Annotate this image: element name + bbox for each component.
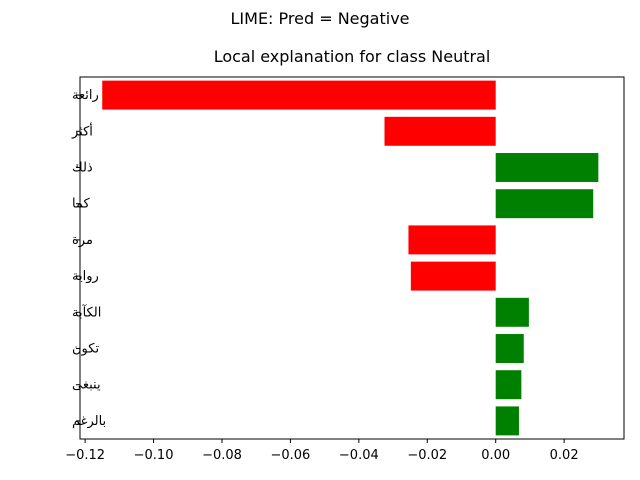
- y-ticks-group: رائعة أكثر ذلك كما مرة رواية الكآبة تكون ينبغى با…: [71, 88, 106, 429]
- bar-4: [408, 225, 496, 255]
- bar-8: [495, 370, 522, 400]
- bars-group: [102, 80, 599, 436]
- y-tick-label: ذلك: [72, 161, 93, 176]
- x-ticks-group: −0.12 −0.10 −0.08 −0.06 −0.04 −0.02 0.00 0.02: [65, 439, 579, 463]
- bar-6: [495, 297, 529, 327]
- bar-9: [495, 406, 519, 436]
- bar-0: [102, 80, 496, 110]
- y-tick-label: بالرغم: [72, 414, 106, 429]
- chart-title: Local explanation for class Neutral: [214, 47, 491, 66]
- x-tick-label: −0.04: [339, 448, 379, 463]
- y-tick-label: رائعة: [72, 88, 99, 103]
- y-tick-label: أكثر: [71, 122, 93, 139]
- y-tick-label: رواية: [72, 269, 99, 284]
- bar-2: [495, 153, 599, 182]
- bar-5: [410, 261, 496, 291]
- y-tick-label: تكون: [72, 342, 99, 357]
- x-tick-label: 0.02: [550, 448, 579, 463]
- y-tick-label: الكآبة: [72, 303, 101, 320]
- x-tick-label: −0.08: [202, 448, 242, 463]
- y-tick-label: ينبغى: [72, 378, 101, 393]
- chart-suptitle: LIME: Pred = Negative: [231, 9, 410, 28]
- x-tick-label: −0.06: [270, 448, 310, 463]
- x-tick-label: −0.10: [134, 448, 174, 463]
- plot-frame: [79, 76, 625, 440]
- x-tick-label: 0.00: [481, 448, 510, 463]
- bar-3: [495, 189, 594, 219]
- x-tick-label: −0.12: [65, 448, 105, 463]
- y-tick-label: كما: [72, 197, 90, 212]
- x-tick-label: −0.02: [407, 448, 447, 463]
- bar-7: [495, 334, 524, 363]
- y-tick-label: مرة: [72, 233, 93, 248]
- bar-1: [384, 116, 496, 146]
